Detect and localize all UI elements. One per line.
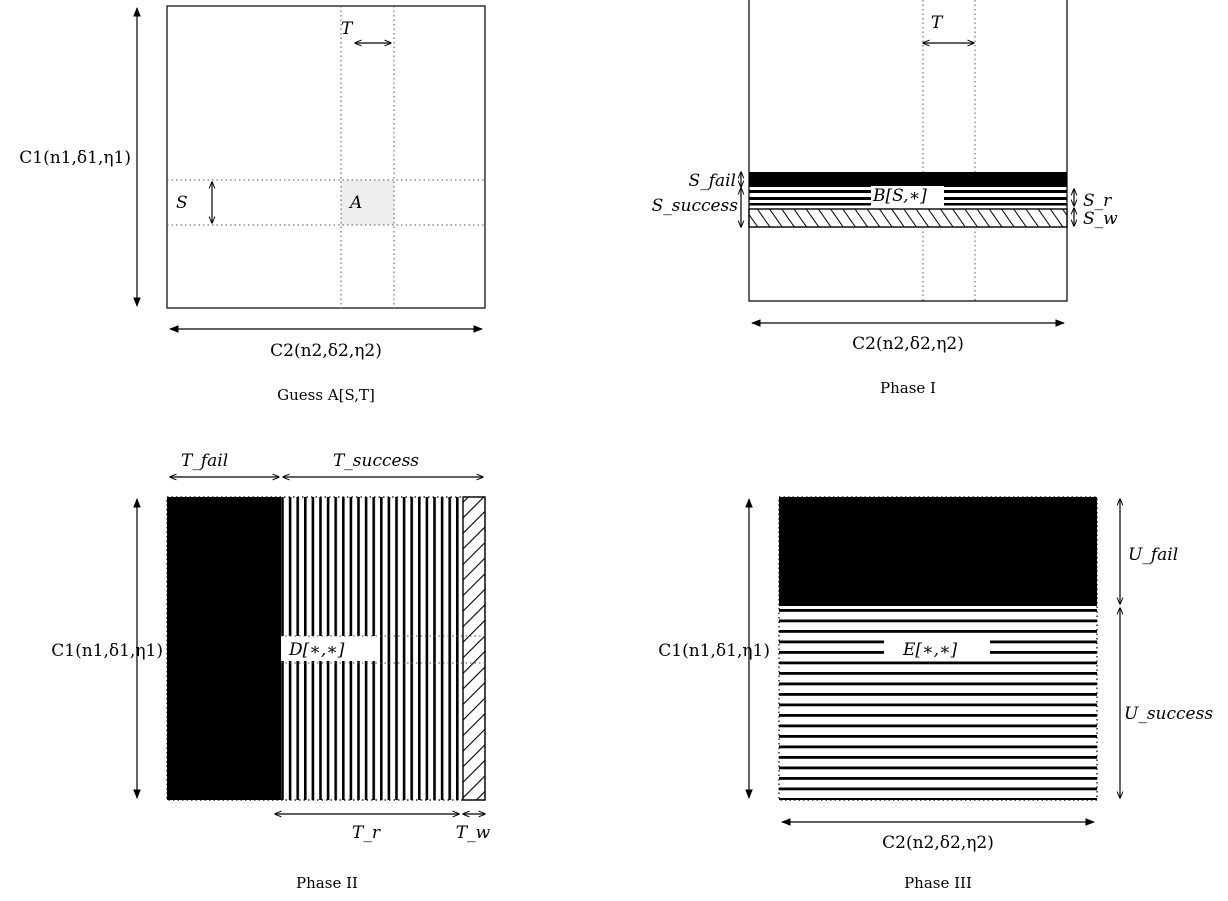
caption: Phase II bbox=[296, 874, 358, 892]
matrix-frame bbox=[748, 0, 1068, 302]
caption: Phase III bbox=[904, 874, 972, 892]
T-label: T bbox=[341, 19, 354, 39]
T-fail-band bbox=[167, 497, 281, 800]
T-w-label: T_w bbox=[456, 823, 491, 843]
S-fail-band bbox=[749, 172, 1067, 187]
U-fail-label: U_fail bbox=[1128, 545, 1178, 565]
S-fail-label: S_fail bbox=[689, 171, 736, 191]
panel-guess: C1(n1,δ1,η1) C2(n2,δ2,η2) T S A Guess A[… bbox=[19, 5, 486, 404]
T-success-label: T_success bbox=[333, 451, 419, 471]
S-label: S bbox=[176, 193, 188, 213]
panel-phase-3: C1(n1,δ1,η1) E[∗,∗] U_fail U_success C2(… bbox=[658, 496, 1213, 892]
U-fail-band bbox=[779, 497, 1097, 606]
T-label: T bbox=[931, 13, 944, 33]
D-label: D[∗,∗] bbox=[288, 640, 345, 660]
S-w-label: S_w bbox=[1083, 209, 1118, 229]
S-success-label: S_success bbox=[652, 196, 739, 216]
D-label-box bbox=[281, 636, 378, 661]
left-code-label: C1(n1,δ1,η1) bbox=[658, 641, 770, 661]
T-fail-label: T_fail bbox=[181, 451, 228, 471]
submatrix-A bbox=[341, 180, 394, 225]
S-r-label: S_r bbox=[1083, 191, 1112, 211]
matrix-frame bbox=[778, 496, 1098, 801]
bottom-code-label: C2(n2,δ2,η2) bbox=[882, 833, 994, 853]
T-r-label: T_r bbox=[352, 823, 381, 843]
panel-phase-2: T_fail T_success C1(n1,δ1,η1) D[∗,∗] T_r… bbox=[51, 451, 490, 892]
caption: Guess A[S,T] bbox=[277, 386, 375, 404]
E-label: E[∗,∗] bbox=[902, 640, 958, 660]
panel-phase-1: T S_fail S_success B[S,∗] S_r S_w C2(n2,… bbox=[652, 0, 1118, 397]
T-w-band bbox=[462, 496, 486, 801]
left-code-label: C1(n1,δ1,η1) bbox=[19, 148, 131, 168]
bottom-code-label: C2(n2,δ2,η2) bbox=[270, 341, 382, 361]
matrix-frame bbox=[166, 5, 486, 309]
left-code-label: C1(n1,δ1,η1) bbox=[51, 641, 163, 661]
S-w-band bbox=[748, 208, 1068, 228]
bottom-code-label: C2(n2,δ2,η2) bbox=[852, 334, 964, 354]
caption: Phase I bbox=[880, 379, 936, 397]
B-label-box bbox=[871, 186, 944, 206]
E-label-box bbox=[884, 634, 990, 661]
matrix-frame bbox=[166, 496, 486, 801]
U-success-label: U_success bbox=[1124, 704, 1213, 724]
B-label: B[S,∗] bbox=[872, 186, 927, 206]
A-label: A bbox=[348, 193, 362, 213]
